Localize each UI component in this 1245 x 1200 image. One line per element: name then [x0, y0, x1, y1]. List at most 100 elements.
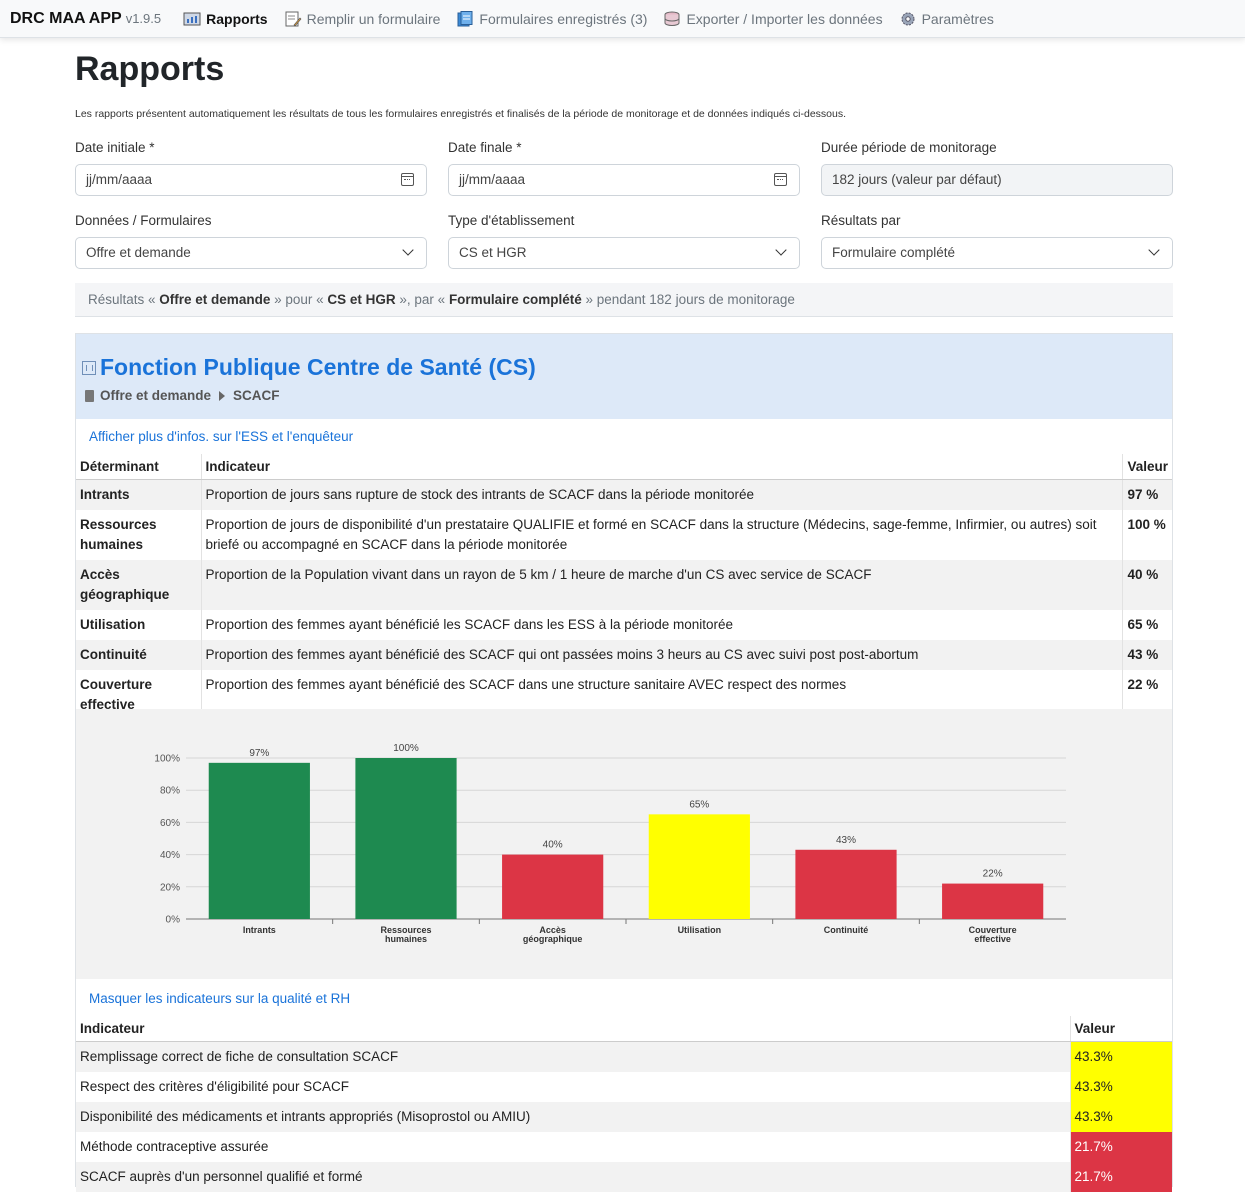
page-intro: Les rapports présentent automatiquement … [75, 108, 847, 120]
table-row: Remplissage correct de fiche de consulta… [76, 1041, 1172, 1072]
data-forms-label: Données / Formulaires [75, 213, 212, 228]
data-label: 43% [836, 835, 856, 846]
data-label: 97% [249, 748, 269, 759]
y-tick-label: 100% [154, 754, 180, 765]
y-tick-label: 80% [160, 786, 180, 797]
value-cell: 43.3% [1069, 1041, 1172, 1072]
nav-formulaires-enregistres[interactable]: Formulaires enregistrés (3) [456, 10, 648, 27]
bar [208, 762, 310, 919]
indicator-cell: Proportion de jours sans rupture de stoc… [200, 479, 1123, 510]
nav-formulaires-label: Formulaires enregistrés (3) [479, 10, 648, 27]
calendar-icon[interactable] [401, 173, 414, 186]
summary-results-by: Formulaire complété [448, 292, 582, 307]
breadcrumb-data: Offre et demande [100, 388, 212, 403]
facility-title-text: Fonction Publique Centre de Santé (CS) [100, 354, 536, 380]
summary-data: Offre et demande [159, 292, 271, 307]
results-by-label: Résultats par [821, 213, 901, 228]
data-label: 65% [689, 799, 709, 810]
bar [795, 849, 897, 919]
facility-type-label: Type d'établissement [448, 213, 575, 228]
calendar-icon[interactable] [774, 173, 787, 186]
indicator-cell: Méthode contraceptive assurée [80, 1139, 269, 1154]
value-cell: 21.7% [1069, 1132, 1172, 1162]
table-row: Accès géographique Proportion de la Popul… [76, 560, 1172, 610]
database-icon [663, 11, 681, 27]
indicator-cell: Remplissage correct de fiche de consulta… [76, 1041, 1070, 1072]
table-header-row: Indicateur Valeur [76, 1016, 1172, 1042]
chevron-down-icon [1148, 244, 1160, 256]
app-brand[interactable]: DRC MAA APP v1.9.5 [10, 10, 161, 28]
date-end-placeholder: jj/mm/aaaa [459, 172, 526, 187]
x-tick-label: Utilisation [678, 925, 722, 935]
facility-title: Fonction Publique Centre de Santé (CS) [82, 354, 536, 381]
value-cell: 40 % [1122, 560, 1172, 610]
x-tick-label: Accès [539, 925, 566, 935]
panel-breadcrumb: Offre et demande SCACF [85, 388, 280, 403]
duration-field: 182 jours (valeur par défaut) [821, 164, 1173, 196]
x-tick-label: Intrants [243, 925, 276, 935]
indicator-cell: SCACF auprès d'un personnel qualifié et … [76, 1162, 1070, 1192]
determinant-cell: Utilisation [80, 617, 146, 632]
bar [502, 854, 604, 919]
nav-exporter-importer[interactable]: Exporter / Importer les données [663, 10, 883, 27]
x-tick-label: humaines [385, 934, 427, 944]
indicator-cell: Proportion des femmes ayant bénéficié de… [200, 640, 1123, 670]
nav-remplir-formulaire[interactable]: Remplir un formulaire [284, 10, 441, 27]
date-start-input[interactable]: jj/mm/aaaa [75, 164, 427, 196]
chevron-down-icon [775, 244, 787, 256]
facility-type-select[interactable]: CS et HGR [448, 237, 800, 269]
saved-forms-icon [456, 10, 474, 27]
nav-exporter-label: Exporter / Importer les données [686, 10, 883, 27]
determinant-cell: Ressources humaines [80, 517, 157, 552]
table-row: Continuité Proportion des femmes ayant bé… [76, 640, 1172, 670]
summary-text: », par « [395, 292, 449, 307]
results-by-select[interactable]: Formulaire complété [821, 237, 1173, 269]
breadcrumb-service: SCACF [233, 388, 280, 403]
table-row: Intrants Proportion de jours sans rupture… [76, 479, 1172, 510]
report-icon [183, 11, 201, 27]
value-cell: 43 % [1122, 640, 1172, 670]
y-tick-label: 0% [166, 915, 181, 926]
nav-rapports[interactable]: Rapports [183, 11, 268, 27]
data-forms-value: Offre et demande [86, 245, 191, 260]
header-value: Valeur [1069, 1016, 1172, 1042]
header-indicator: Indicateur [76, 1016, 1070, 1042]
app-name: DRC MAA APP [10, 9, 122, 27]
app-version: v1.9.5 [125, 10, 162, 26]
indicator-cell: Disponibilité des médicaments et intrant… [76, 1102, 1070, 1132]
bar-chart-svg: 0% 20% 40% 60% 80% 100% 97% Intrants 100% Ressour… [154, 743, 1066, 944]
x-tick-label: Ressources [380, 925, 431, 935]
quality-table: Indicateur Valeur Remplissage correct de… [76, 1016, 1172, 1192]
date-start-label: Date initiale * [75, 140, 155, 155]
x-tick-label: Continuité [824, 925, 869, 935]
y-tick-label: 20% [160, 882, 180, 893]
table-row: Utilisation Proportion des femmes ayant b… [76, 610, 1172, 640]
table-row: Respect des critères d'éligibilité pour … [76, 1072, 1172, 1102]
result-panel: Fonction Publique Centre de Santé (CS) O… [75, 333, 1173, 1192]
value-cell: 97 % [1122, 479, 1172, 510]
table-row: Méthode contraceptive assurée 21.7% [76, 1132, 1172, 1162]
chevron-down-icon [402, 244, 414, 256]
indicator-cell: Respect des critères d'éligibilité pour … [80, 1079, 349, 1094]
data-forms-select[interactable]: Offre et demande [75, 237, 427, 269]
gear-icon [899, 11, 917, 27]
bar [355, 758, 457, 919]
document-icon [85, 389, 94, 402]
more-info-link[interactable]: Afficher plus d'infos. sur l'ESS et l'en… [89, 429, 354, 444]
data-label: 100% [393, 743, 419, 754]
date-end-input[interactable]: jj/mm/aaaa [448, 164, 800, 196]
x-tick-label: Couverture [969, 925, 1017, 935]
results-by-value: Formulaire complété [832, 245, 956, 260]
nav-remplir-label: Remplir un formulaire [306, 10, 441, 27]
form-edit-icon [284, 11, 302, 27]
header-value: Valeur [1122, 454, 1172, 480]
y-tick-label: 40% [160, 850, 180, 861]
header-determinant: Déterminant [76, 454, 201, 480]
summary-type: CS et HGR [327, 292, 396, 307]
nav-parametres-label: Paramètres [921, 10, 994, 27]
x-tick-label: géographique [523, 934, 583, 944]
quality-toggle-link[interactable]: Masquer les indicateurs sur la qualité e… [89, 991, 351, 1006]
page-title: Rapports [75, 50, 225, 88]
indicator-cell: Proportion de la Population vivant dans … [200, 560, 1123, 610]
nav-parametres[interactable]: Paramètres [899, 11, 994, 27]
